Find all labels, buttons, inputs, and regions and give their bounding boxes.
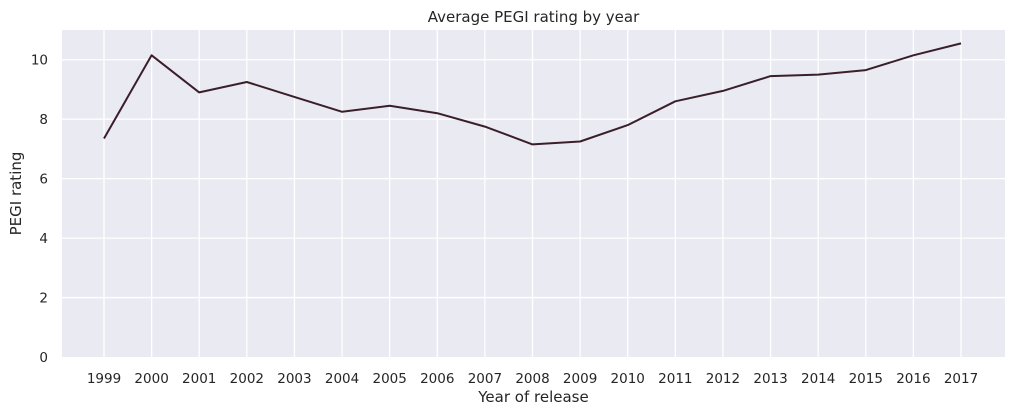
y-tick-label: 8: [39, 112, 48, 128]
x-tick-label: 2002: [230, 371, 264, 387]
x-axis-title: Year of release: [477, 388, 588, 406]
x-tick-label: 2016: [896, 371, 930, 387]
y-tick-labels: 0 2 4 6 8 10: [31, 53, 48, 366]
x-tick-label: 2005: [372, 371, 406, 387]
x-tick-label: 2010: [611, 371, 645, 387]
x-tick-label: 2015: [849, 371, 883, 387]
x-tick-label: 1999: [87, 371, 121, 387]
x-tick-label: 2014: [801, 371, 835, 387]
series-group: [103, 42, 962, 146]
x-tick-label: 2008: [515, 371, 549, 387]
x-tick-label: 2011: [658, 371, 692, 387]
x-tick-labels: 1999 2000 2001 2002 2003 2004 2005 2006 2007 2008…: [87, 371, 978, 387]
y-tick-label: 4: [39, 231, 48, 247]
plot-area: [62, 30, 1005, 357]
x-tick-label: 2013: [753, 371, 787, 387]
x-tick-label: 2006: [420, 371, 454, 387]
y-tick-label: 6: [39, 172, 48, 188]
grid-lines: [62, 30, 1005, 357]
series-line: [103, 42, 962, 146]
x-tick-label: 2012: [706, 371, 740, 387]
y-tick-label: 10: [31, 53, 48, 69]
x-tick-label: 2017: [944, 371, 978, 387]
y-tick-label: 0: [39, 350, 48, 366]
y-axis-title: PEGI rating: [7, 152, 25, 236]
chart-title: Average PEGI rating by year: [428, 8, 640, 26]
x-tick-label: 2009: [563, 371, 597, 387]
x-tick-label: 2001: [182, 371, 216, 387]
y-tick-label: 2: [39, 291, 48, 307]
x-tick-label: 2000: [134, 371, 168, 387]
x-tick-label: 2003: [277, 371, 311, 387]
x-tick-label: 2007: [468, 371, 502, 387]
x-tick-label: 2004: [325, 371, 359, 387]
